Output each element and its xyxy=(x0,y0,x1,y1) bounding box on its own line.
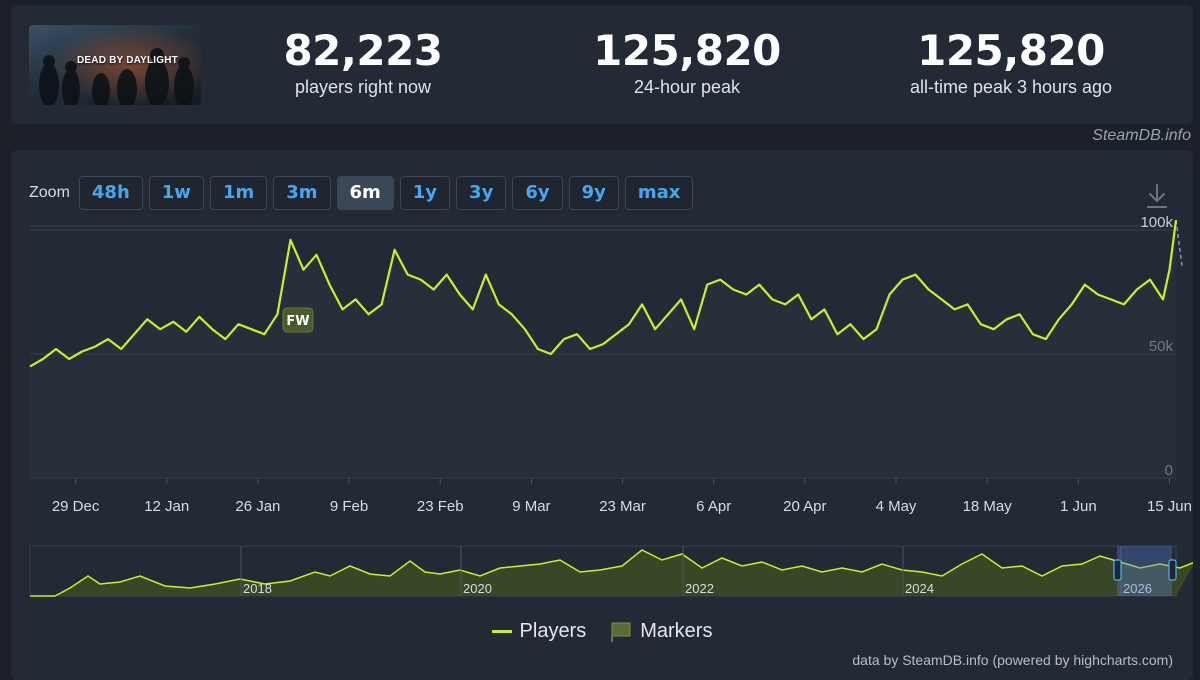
players-line xyxy=(29,219,1178,368)
all-time-peak-value: 125,820 xyxy=(917,26,1105,75)
zoom-button-48h[interactable]: 48h xyxy=(78,176,143,210)
legend-players-label: Players xyxy=(519,620,587,642)
x-tick-label: 1 Jun xyxy=(1060,498,1097,515)
y-tick-label: 100k xyxy=(1140,214,1173,231)
x-tick-label: 23 Feb xyxy=(417,498,464,515)
game-logo-text: DEAD BY DAYLIGHT xyxy=(77,55,178,66)
navigator-year-label: 2020 xyxy=(463,581,492,596)
zoom-button-3m[interactable]: 3m xyxy=(273,176,331,210)
zoom-button-3y[interactable]: 3y xyxy=(456,176,507,210)
all-time-peak-stat: 125,820 all-time peak 3 hours ago xyxy=(881,25,1141,99)
x-tick-label: 29 Dec xyxy=(52,498,100,515)
navigator-year-label: 2026 xyxy=(1123,581,1152,596)
zoom-label: Zoom xyxy=(29,184,70,201)
x-tick-label: 23 Mar xyxy=(599,498,646,515)
navigator-selection xyxy=(1117,546,1172,596)
x-tick-label: 26 Jan xyxy=(235,498,280,515)
zoom-button-1y[interactable]: 1y xyxy=(399,176,451,210)
x-tick-label: 9 Feb xyxy=(330,498,368,515)
x-tick-label: 15 Jun xyxy=(1147,498,1192,515)
all-time-peak-label: all-time peak 3 hours ago xyxy=(909,77,1113,97)
source-link[interactable]: SteamDB.info xyxy=(1092,127,1191,144)
marker-flag xyxy=(282,307,314,333)
game-art-image xyxy=(29,25,201,105)
zoom-button-9y[interactable]: 9y xyxy=(568,176,619,210)
marker-label: FW xyxy=(286,314,309,329)
legend-markers[interactable]: Markers xyxy=(610,620,712,643)
x-tick-label: 4 May xyxy=(876,498,917,515)
zoom-button-max[interactable]: max xyxy=(624,176,694,210)
zoom-button-1m[interactable]: 1m xyxy=(209,176,268,210)
players-projection-line xyxy=(1175,219,1183,267)
navigator-handle[interactable] xyxy=(1168,559,1177,581)
navigator-year-label: 2022 xyxy=(685,581,714,596)
navigator-handle[interactable] xyxy=(1113,559,1122,581)
day-peak-label: 24-hour peak xyxy=(633,77,741,97)
x-tick-label: 20 Apr xyxy=(783,498,826,515)
stats-panel: DEAD BY DAYLIGHT 82,223 players right no… xyxy=(11,5,1193,124)
day-peak-stat: 125,820 24-hour peak xyxy=(577,25,797,99)
x-tick-label: 6 Apr xyxy=(696,498,731,515)
download-icon[interactable] xyxy=(1145,182,1169,210)
game-thumbnail[interactable]: DEAD BY DAYLIGHT xyxy=(29,25,201,105)
navigator-year-label: 2018 xyxy=(243,581,272,596)
legend-players[interactable]: Players xyxy=(491,620,587,643)
x-tick-label: 12 Jan xyxy=(144,498,189,515)
navigator-area xyxy=(30,550,1193,596)
navigator-year-label: 2024 xyxy=(905,581,934,596)
legend-markers-label: Markers xyxy=(640,620,713,642)
navigator-line xyxy=(30,549,1193,597)
players-line-icon xyxy=(491,630,512,633)
chart-legend: Players Markers xyxy=(11,620,1193,643)
marker-flag-icon xyxy=(611,622,631,642)
zoom-button-6m[interactable]: 6m xyxy=(336,176,394,210)
zoom-button-1w[interactable]: 1w xyxy=(148,176,204,210)
chart-panel: Zoom 48h 1w 1m 3m 6m 1y 3y 6y 9y max 050… xyxy=(11,150,1193,680)
players-area xyxy=(30,220,1176,478)
current-players-stat: 82,223 players right now xyxy=(273,25,453,99)
credit-text[interactable]: data by SteamDB.info (powered by highcha… xyxy=(852,652,1173,668)
x-tick-label: 18 May xyxy=(963,498,1013,515)
day-peak-value: 125,820 xyxy=(593,26,781,75)
zoom-button-6y[interactable]: 6y xyxy=(512,176,563,210)
zoom-controls: Zoom 48h 1w 1m 3m 6m 1y 3y 6y 9y max xyxy=(29,175,699,211)
x-tick-label: 9 Mar xyxy=(512,498,550,515)
current-players-label: players right now xyxy=(294,77,432,97)
current-players-value: 82,223 xyxy=(283,26,443,75)
